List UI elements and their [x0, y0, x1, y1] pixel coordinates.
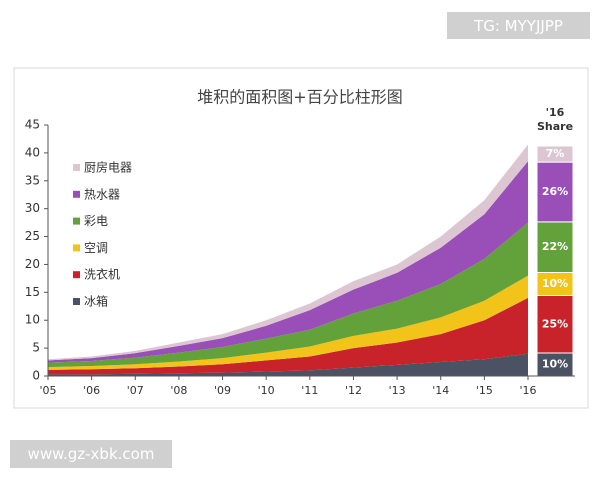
legend-label: 热水器: [84, 187, 120, 201]
x-tick-label: '15: [476, 384, 493, 397]
legend-label: 冰箱: [84, 294, 108, 309]
share-label: 26%: [542, 185, 568, 198]
legend-swatch: [73, 190, 80, 198]
y-tick-label: 40: [25, 145, 40, 159]
share-label: 10%: [542, 277, 568, 290]
y-tick-label: 15: [25, 285, 40, 299]
y-tick-label: 30: [25, 201, 40, 215]
x-tick-label: '11: [301, 384, 318, 397]
badge: TG: MYYJJPP: [447, 12, 590, 39]
x-tick-label: '10: [258, 384, 275, 397]
x-tick-label: '06: [83, 384, 100, 397]
legend-swatch: [73, 271, 80, 279]
area: [48, 161, 528, 363]
legend-swatch: [73, 244, 80, 252]
area: [48, 275, 528, 370]
website: www.gz-xbk.com: [10, 440, 172, 468]
x-tick-label: '12: [345, 384, 362, 397]
share-label: 25%: [542, 317, 568, 330]
share-title: '16: [546, 106, 565, 119]
share-bar: [536, 295, 574, 354]
share-label: 10%: [542, 358, 568, 371]
y-tick-label: 25: [25, 229, 40, 243]
area: [48, 297, 528, 375]
x-tick-label: '08: [170, 384, 187, 397]
legend-label: 空调: [84, 241, 108, 255]
area: [48, 144, 528, 361]
y-tick-label: 45: [25, 118, 40, 132]
share-title: Share: [537, 120, 573, 133]
y-tick-label: 0: [32, 369, 40, 383]
share-bar: [536, 145, 574, 163]
x-tick-label: '07: [127, 384, 144, 397]
y-tick-label: 10: [25, 313, 40, 327]
chart-title: 堆积的面积图+百分比柱形图: [197, 88, 402, 107]
legend-swatch: [73, 298, 80, 305]
share-label: 22%: [542, 240, 568, 253]
legend-swatch: [73, 164, 80, 171]
y-tick-label: 35: [25, 173, 40, 187]
x-tick-label: '09: [214, 384, 231, 397]
share-bar: [536, 221, 574, 273]
legend-label: 厨房电器: [84, 160, 132, 175]
area: [48, 222, 528, 368]
y-tick-label: 5: [32, 341, 40, 355]
x-tick-label: '05: [39, 384, 56, 397]
share-label: 7%: [546, 147, 565, 160]
x-tick-label: '16: [519, 384, 536, 397]
x-tick-label: '14: [432, 384, 449, 397]
x-tick-label: '13: [389, 384, 406, 397]
y-tick-label: 20: [25, 257, 40, 271]
legend-label: 洗衣机: [84, 267, 120, 282]
legend-label: 彩电: [84, 214, 108, 228]
area: [48, 353, 528, 376]
share-bar: [536, 161, 574, 223]
legend-swatch: [73, 217, 80, 225]
